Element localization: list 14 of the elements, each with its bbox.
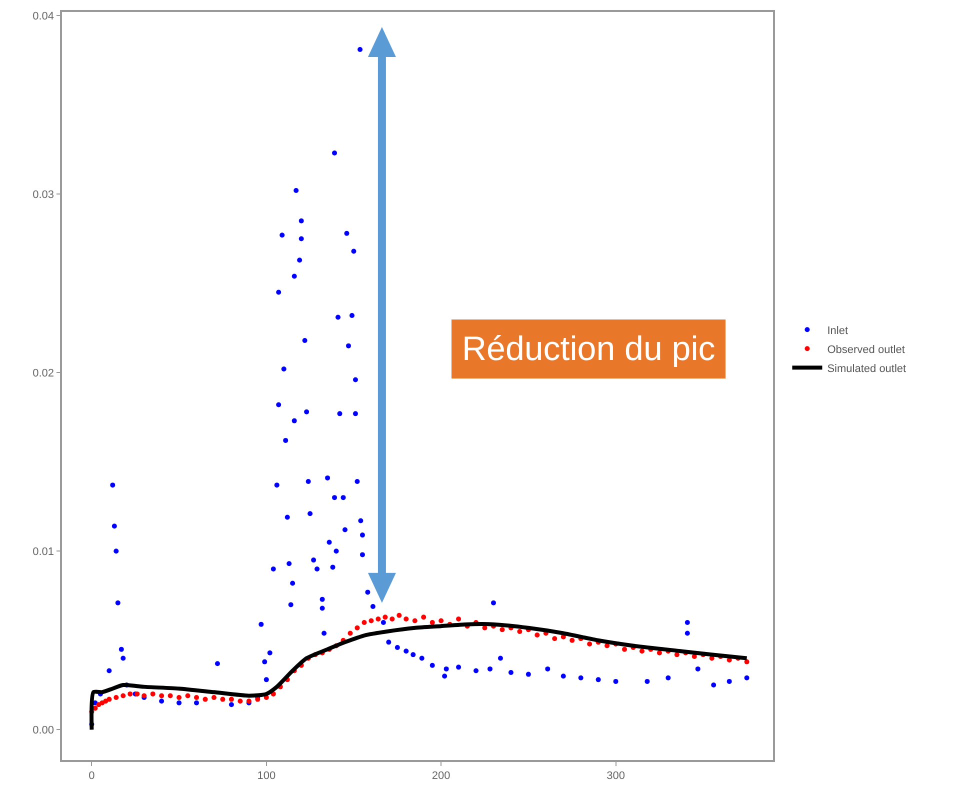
legend-label: Simulated outlet	[827, 362, 906, 375]
y-tick-label: 0.00	[32, 724, 54, 736]
x-tick-label: 100	[257, 770, 276, 782]
y-tick-label: 0.01	[32, 546, 54, 558]
legend-label: Inlet	[827, 324, 848, 337]
x-tick-label: 200	[432, 770, 450, 782]
y-tick-label: 0.03	[32, 188, 54, 201]
line-series	[90, 622, 749, 732]
y-tick-label: 0.04	[32, 10, 54, 22]
x-tick-label: 300	[606, 770, 625, 782]
legend-label: Observed outlet	[827, 344, 905, 356]
x-tick-label: 0	[88, 770, 95, 782]
annotation: Réduction du pic	[462, 330, 716, 368]
y-tick-label: 0.02	[32, 367, 54, 380]
